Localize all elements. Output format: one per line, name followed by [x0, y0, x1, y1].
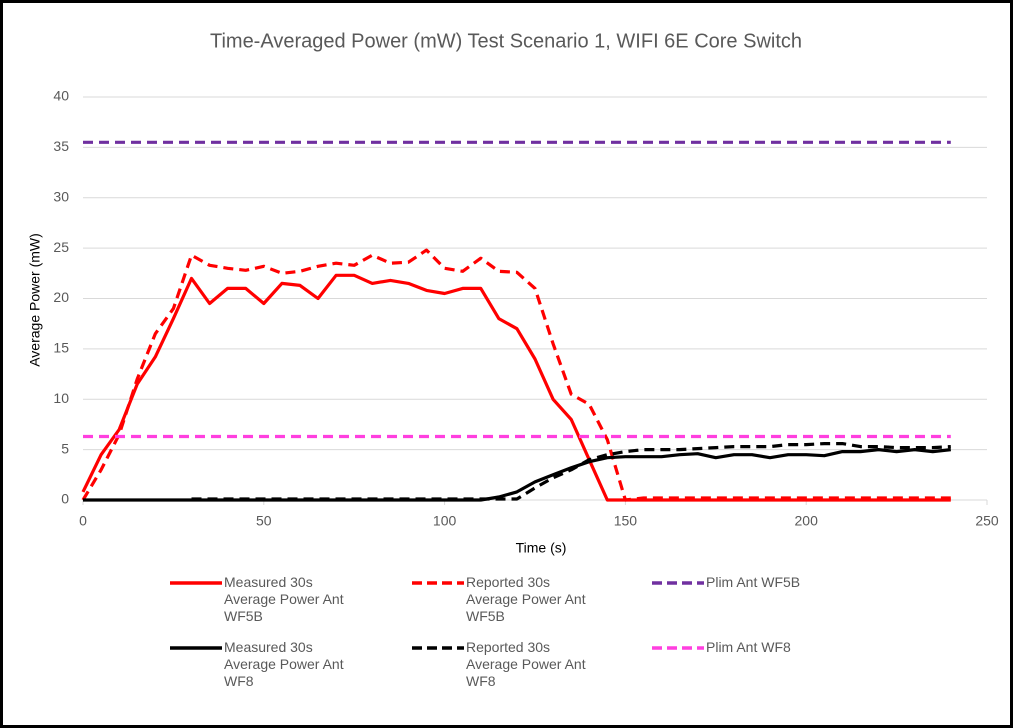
- x-tick-label: 150: [614, 513, 638, 529]
- y-tick-label: 40: [53, 88, 69, 104]
- legend-item: Measured 30s Average Power Ant WF8: [170, 639, 354, 690]
- legend-swatch: [170, 581, 222, 585]
- legend-label: Plim Ant WF5B: [706, 574, 801, 590]
- legend-swatch: [170, 646, 222, 650]
- series-line: [81, 273, 951, 502]
- legend-item: Reported 30s Average Power Ant WF8: [412, 639, 596, 690]
- y-tick-label: 35: [53, 138, 69, 154]
- legend-label: Measured 30s Average Power Ant WF8: [224, 639, 344, 689]
- y-tick-label: 15: [53, 340, 69, 356]
- x-tick-label: 50: [256, 513, 272, 529]
- x-tick-label: 200: [795, 513, 819, 529]
- legend-swatch: [652, 581, 704, 585]
- y-tick-label: 10: [53, 390, 69, 406]
- legend-label: Reported 30s Average Power Ant WF8: [466, 639, 586, 689]
- legend-swatch: [652, 646, 704, 650]
- series-line: [81, 248, 951, 502]
- y-tick-label: 20: [53, 289, 69, 305]
- legend-label: Measured 30s Average Power Ant WF5B: [224, 574, 344, 624]
- y-tick-label: 0: [61, 491, 69, 507]
- legend-swatch: [412, 581, 464, 585]
- legend-swatch: [412, 646, 464, 650]
- legend-item: Plim Ant WF8: [652, 639, 836, 656]
- legend-label: Reported 30s Average Power Ant WF5B: [466, 574, 586, 624]
- series-line: [191, 442, 951, 501]
- y-axis-label: Average Power (mW): [27, 233, 43, 367]
- x-tick-label: 0: [79, 513, 87, 529]
- x-tick-label: 100: [433, 513, 457, 529]
- x-axis-label: Time (s): [516, 540, 567, 556]
- y-tick-label: 25: [53, 239, 69, 255]
- y-tick-label: 5: [61, 440, 69, 456]
- legend-item: Plim Ant WF5B: [652, 574, 836, 591]
- y-tick-label: 30: [53, 188, 69, 204]
- legend-label: Plim Ant WF8: [706, 639, 791, 655]
- series-line: [83, 448, 951, 502]
- chart-title: Time-Averaged Power (mW) Test Scenario 1…: [210, 30, 802, 52]
- legend-item: Reported 30s Average Power Ant WF5B: [412, 574, 596, 625]
- legend-item: Measured 30s Average Power Ant WF5B: [170, 574, 354, 625]
- x-tick-label: 250: [975, 513, 999, 529]
